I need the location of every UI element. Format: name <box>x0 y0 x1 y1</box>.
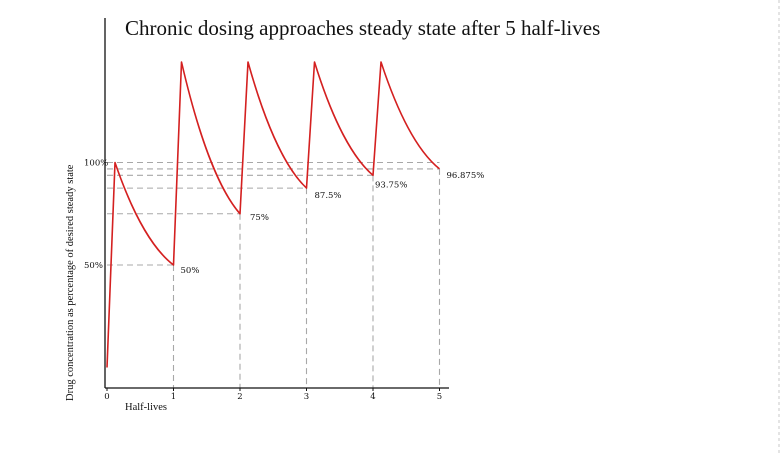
trough-label: 50% <box>181 266 200 276</box>
trough-label: 96.875% <box>447 171 485 181</box>
series-concentration <box>106 61 441 368</box>
concentration-curve <box>106 61 441 368</box>
y-tick-label: 100% <box>84 159 108 169</box>
x-tick-label: 3 <box>304 392 309 402</box>
trough-label: 87.5% <box>315 191 342 201</box>
trough-label: 75% <box>250 213 269 223</box>
x-tick-label: 1 <box>171 392 176 402</box>
x-tick-label: 5 <box>437 392 442 402</box>
chart-title: Chronic dosing approaches steady state a… <box>125 16 600 40</box>
guide-lines <box>107 161 441 388</box>
trough-annotations: 50% 75% 87.5% 93.75% 96.875% <box>181 171 485 276</box>
concentration-series <box>106 61 441 368</box>
x-tick-label: 0 <box>104 392 109 402</box>
x-axis-label: Half-lives <box>125 402 167 413</box>
y-tick-label: 50% <box>84 261 103 271</box>
y-axis-label: Drug concentration as percentage of desi… <box>65 164 76 401</box>
y-axis-ticks: 50% 100% <box>84 159 108 272</box>
x-tick-label: 2 <box>237 392 242 402</box>
trough-label: 93.75% <box>375 180 407 190</box>
x-axis-ticks: 0 1 2 3 4 5 <box>104 388 442 402</box>
x-tick-label: 4 <box>370 392 375 402</box>
